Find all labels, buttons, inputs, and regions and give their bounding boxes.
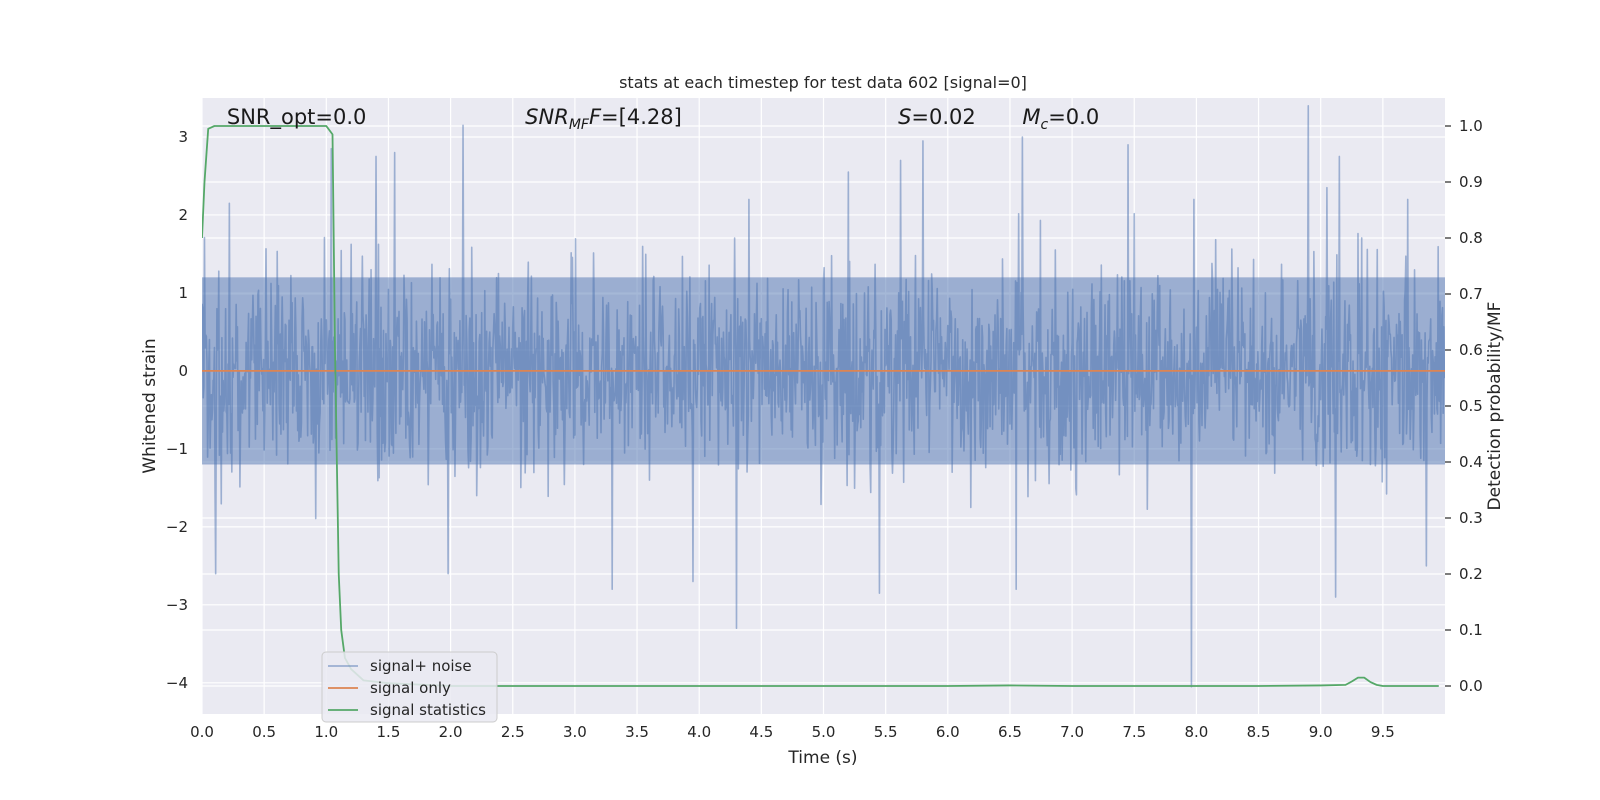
y-axis-label: Whitened strain: [140, 338, 160, 473]
annotations: SNR_opt=0.0 SNRMFF=[4.28] S=0.02 Mc=0.0: [227, 105, 1099, 133]
x-tick-label: 5.0: [812, 723, 836, 741]
x-tick-label: 2.5: [501, 723, 525, 741]
x-tick-label: 1.5: [377, 723, 401, 741]
annotation-text: SNR_opt=0.0: [227, 105, 367, 130]
y-right-axis-label: Detection probability/MF: [1485, 302, 1505, 511]
y-tick-label: 0: [178, 362, 188, 380]
x-tick-label: 2.0: [439, 723, 463, 741]
legend-entry: signal only: [370, 679, 451, 697]
right-y-tick-label: 0.0: [1459, 677, 1483, 695]
x-tick-label: 4.5: [749, 723, 773, 741]
x-tick-label: 1.0: [314, 723, 338, 741]
x-tick-label: 7.0: [1060, 723, 1084, 741]
x-tick-label: 6.5: [998, 723, 1022, 741]
annotation-part: MF: [569, 117, 590, 133]
x-tick-label: 3.0: [563, 723, 587, 741]
annotation-part: F: [589, 105, 602, 129]
x-tick-label: 3.5: [625, 723, 649, 741]
right-y-tick-label: 0.8: [1459, 229, 1483, 247]
annotation-text: SNRMFF=[4.28]: [525, 105, 682, 133]
annotation-part: M: [1022, 105, 1040, 129]
y-tick-label: 3: [178, 128, 188, 146]
x-tick-label: 8.0: [1184, 723, 1208, 741]
x-axis-label: Time (s): [787, 748, 857, 768]
x-ticks: 0.0 0.5 1.0 1.5 2.0 2.5 3.0 3.5 4.0 4.5 5.0 5.5 6.0 6…: [190, 723, 1395, 741]
y-tick-label: −1: [166, 440, 188, 458]
legend-entry: signal+ noise: [370, 657, 472, 675]
annotation-part: =0.0: [1048, 105, 1099, 129]
x-tick-label: 4.0: [687, 723, 711, 741]
right-y-tick-label: 0.7: [1459, 285, 1483, 303]
right-y-ticks: 1.0 0.9 0.8 0.7 0.6 0.5 0.4 0.3 0.2 0.1 0.0: [1445, 117, 1483, 695]
y-tick-label: −3: [166, 596, 188, 614]
x-tick-label: 8.5: [1247, 723, 1271, 741]
right-y-tick-label: 0.5: [1459, 397, 1483, 415]
x-tick-label: 6.0: [936, 723, 960, 741]
annotation-text: Mc=0.0: [1022, 105, 1099, 133]
y-tick-label: 1: [178, 284, 188, 302]
right-y-tick-label: 0.3: [1459, 509, 1483, 527]
right-y-tick-label: 0.9: [1459, 173, 1483, 191]
y-tick-label: −4: [166, 674, 188, 692]
right-y-tick-label: 0.6: [1459, 341, 1483, 359]
x-tick-label: 9.0: [1309, 723, 1333, 741]
y-tick-label: 2: [178, 206, 188, 224]
annotation-part: S: [898, 105, 911, 129]
series-layer: [202, 105, 1445, 688]
x-tick-label: 0.5: [252, 723, 276, 741]
right-y-tick-label: 1.0: [1459, 117, 1483, 135]
legend-entry: signal statistics: [370, 701, 486, 719]
right-y-tick-label: 0.2: [1459, 565, 1483, 583]
legend-box: [321, 651, 498, 723]
annotation-part: =[4.28]: [601, 105, 682, 129]
x-tick-label: 7.5: [1122, 723, 1146, 741]
x-tick-label: 0.0: [190, 723, 214, 741]
annotation-part: SNR_opt=0.0: [227, 105, 367, 130]
legend: signal+ noise signal only signal statistic…: [321, 651, 498, 723]
right-y-tick-label: 0.4: [1459, 453, 1483, 471]
y-ticks: 3 2 1 0 −1 −2 −3 −4: [166, 128, 188, 692]
chart-title: stats at each timestep for test data 602…: [619, 73, 1027, 92]
x-tick-label: 9.5: [1371, 723, 1395, 741]
annotation-part: c: [1041, 117, 1049, 133]
annotation-part: SNR: [525, 105, 569, 129]
annotation-text: S=0.02: [898, 105, 976, 129]
x-tick-label: 5.5: [874, 723, 898, 741]
annotation-part: =0.02: [911, 105, 975, 129]
right-y-tick-label: 0.1: [1459, 621, 1483, 639]
y-tick-label: −2: [166, 518, 188, 536]
series-line-signal-statistics: [202, 125, 1439, 687]
